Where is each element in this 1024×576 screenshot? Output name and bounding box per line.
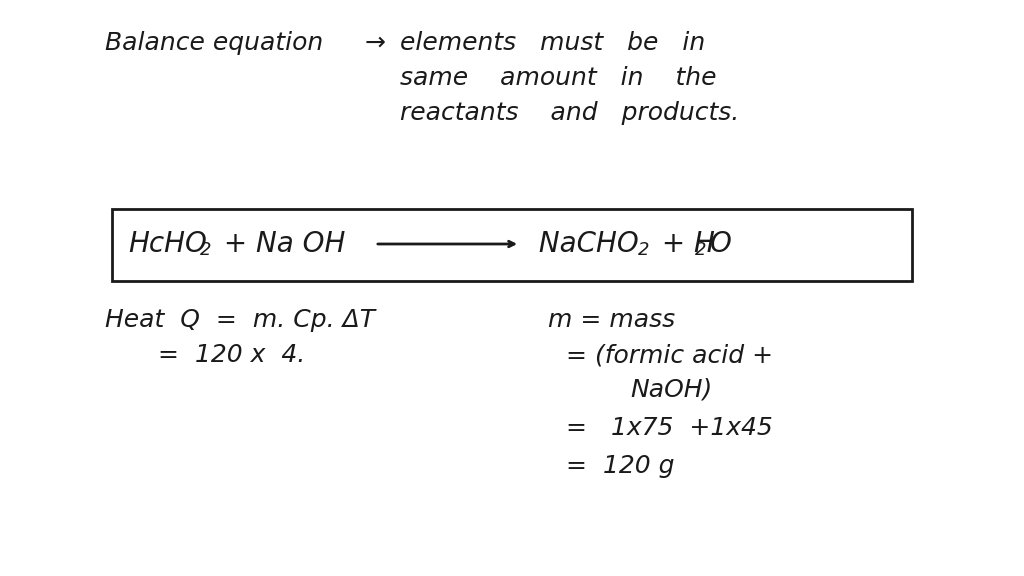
Text: =   1x75  +1x45: = 1x75 +1x45: [566, 416, 773, 440]
Text: Balance equation: Balance equation: [105, 31, 324, 55]
Text: O: O: [710, 230, 732, 258]
Text: + Na OH: + Na OH: [215, 230, 345, 258]
Text: →: →: [365, 31, 386, 55]
Text: HcHO: HcHO: [128, 230, 207, 258]
Text: reactants    and   products.: reactants and products.: [400, 101, 739, 125]
Text: same    amount   in    the: same amount in the: [400, 66, 717, 90]
Text: =  120 x  4.: = 120 x 4.: [158, 343, 305, 367]
Text: 2: 2: [200, 241, 212, 259]
Text: =  120 g: = 120 g: [566, 454, 675, 478]
Text: NaCHO: NaCHO: [530, 230, 639, 258]
Text: + H: + H: [653, 230, 715, 258]
Text: m = mass: m = mass: [548, 308, 675, 332]
Bar: [112, 209, 912, 281]
Text: NaOH): NaOH): [630, 378, 713, 402]
Text: 2: 2: [638, 241, 649, 259]
Text: = (formic acid +: = (formic acid +: [566, 343, 773, 367]
Text: 2: 2: [695, 241, 707, 259]
Text: Heat  Q  =  m. Cp. ΔT: Heat Q = m. Cp. ΔT: [105, 308, 375, 332]
Text: elements   must   be   in: elements must be in: [400, 31, 706, 55]
